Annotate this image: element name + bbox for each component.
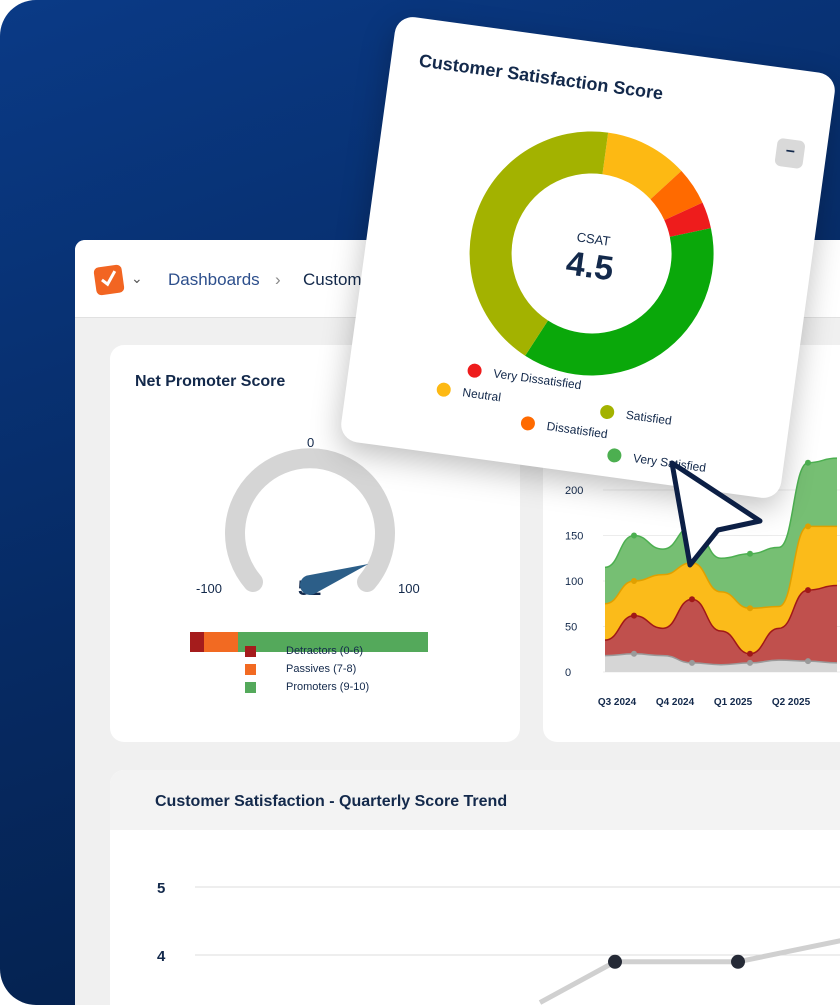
nps-distribution-bar bbox=[190, 632, 428, 652]
data-point bbox=[689, 596, 695, 603]
legend-label: Satisfied bbox=[625, 407, 673, 428]
area-line-gray bbox=[604, 653, 838, 666]
donut-slice-neutral bbox=[602, 132, 682, 200]
legend-label: Neutral bbox=[461, 385, 502, 405]
csat-legend-item: Neutral bbox=[435, 381, 502, 405]
app-logo-icon[interactable] bbox=[93, 264, 125, 296]
x-tick-label: Q3 2024 bbox=[598, 697, 637, 708]
breadcrumb-separator-icon: › bbox=[275, 270, 281, 289]
legend-label: Dissatisfied bbox=[545, 419, 609, 442]
donut-slice-very-dissatisfied bbox=[664, 202, 711, 237]
y-tick-label: 50 bbox=[565, 622, 577, 634]
data-point bbox=[608, 954, 622, 969]
area-yellow bbox=[605, 526, 837, 654]
stacked-area-chart: 0 50 100 150 200 Q3 2024 Q4 2024 Q1 2025 Q2 2025… bbox=[565, 457, 840, 708]
area-line-red bbox=[604, 584, 838, 655]
nps-gauge bbox=[225, 448, 395, 595]
csat-donut bbox=[469, 131, 714, 376]
gauge-top-label: 0 bbox=[307, 435, 315, 450]
data-point bbox=[805, 658, 811, 665]
gauge-needle bbox=[300, 563, 369, 595]
legend-dot bbox=[606, 447, 623, 464]
x-tick-label: Q2 2025 bbox=[772, 697, 811, 708]
quarterly-trend-title: Customer Satisfaction - Quarterly Score … bbox=[155, 793, 508, 810]
mouse-cursor-icon bbox=[669, 460, 763, 568]
nps-bar-segment bbox=[190, 632, 205, 652]
y-tick-label: 100 bbox=[565, 576, 583, 588]
donut-slice-dissatisfied bbox=[650, 170, 703, 221]
y-tick-label: 0 bbox=[565, 667, 571, 679]
area-green bbox=[605, 458, 837, 609]
line-chart: 54 bbox=[157, 880, 840, 1005]
data-point bbox=[747, 550, 753, 557]
nps-title: Net Promoter Score bbox=[135, 373, 286, 390]
nps-bar-segment bbox=[237, 632, 428, 652]
area-red bbox=[605, 585, 837, 665]
data-point bbox=[631, 612, 637, 619]
legend-dot bbox=[599, 404, 616, 420]
legend-swatch bbox=[245, 663, 256, 675]
legend-dot bbox=[466, 362, 483, 379]
x-tick-label: Q1 2025 bbox=[714, 697, 753, 708]
area-gray bbox=[605, 653, 837, 672]
breadcrumb-current: Custom bbox=[303, 270, 362, 289]
y-tick-label: 200 bbox=[565, 485, 583, 497]
area-line-yellow bbox=[604, 525, 837, 610]
csat-legend-item: Dissatisfied bbox=[520, 415, 608, 441]
data-point bbox=[631, 650, 637, 657]
csat-popup-card: Customer Satisfaction Score − CSAT 4.5 V… bbox=[338, 14, 838, 501]
donut-slice-very-satisfied bbox=[525, 228, 714, 376]
csat-title: Customer Satisfaction Score bbox=[417, 50, 665, 104]
y-tick-label: 4 bbox=[157, 948, 166, 965]
data-point bbox=[747, 659, 753, 666]
data-point bbox=[631, 532, 637, 539]
data-point bbox=[731, 954, 745, 969]
nps-bar-segment bbox=[204, 632, 238, 652]
y-tick-label: 5 bbox=[157, 880, 165, 897]
gauge-max-label: 100 bbox=[398, 581, 420, 596]
data-point bbox=[747, 605, 753, 612]
minimize-button[interactable]: − bbox=[774, 137, 806, 170]
gauge-track bbox=[225, 448, 395, 592]
quarterly-trend-card: Customer Satisfaction - Quarterly Score … bbox=[110, 770, 840, 1005]
donut-slice-satisfied bbox=[469, 131, 609, 356]
trend-line bbox=[538, 938, 840, 1005]
data-point bbox=[805, 587, 811, 594]
legend-swatch bbox=[245, 645, 256, 657]
legend-label: Passives (7-8) bbox=[286, 663, 357, 675]
nps-legend-item: Promoters (9-10) bbox=[245, 681, 369, 693]
legend-label: Promoters (9-10) bbox=[286, 681, 370, 693]
data-point bbox=[805, 523, 811, 530]
data-point bbox=[689, 659, 695, 666]
x-tick-label: Q4 2024 bbox=[656, 697, 695, 708]
legend-dot bbox=[520, 415, 536, 432]
legend-swatch bbox=[245, 681, 256, 693]
data-point bbox=[747, 650, 753, 657]
breadcrumb-dashboards[interactable]: Dashboards bbox=[168, 270, 260, 289]
chevron-down-icon[interactable]: ⌄ bbox=[131, 270, 143, 286]
gauge-min-label: -100 bbox=[196, 581, 223, 596]
csat-legend-item: Satisfied bbox=[599, 404, 673, 428]
legend-label: Detractors (0-6) bbox=[286, 645, 364, 657]
legend-dot bbox=[435, 381, 452, 398]
data-point bbox=[805, 459, 811, 466]
nps-legend-item: Passives (7-8) bbox=[245, 663, 356, 675]
data-point bbox=[631, 578, 637, 584]
nps-legend-item: Detractors (0-6) bbox=[245, 645, 363, 657]
area-line-green bbox=[604, 457, 838, 569]
y-tick-label: 150 bbox=[565, 531, 583, 543]
